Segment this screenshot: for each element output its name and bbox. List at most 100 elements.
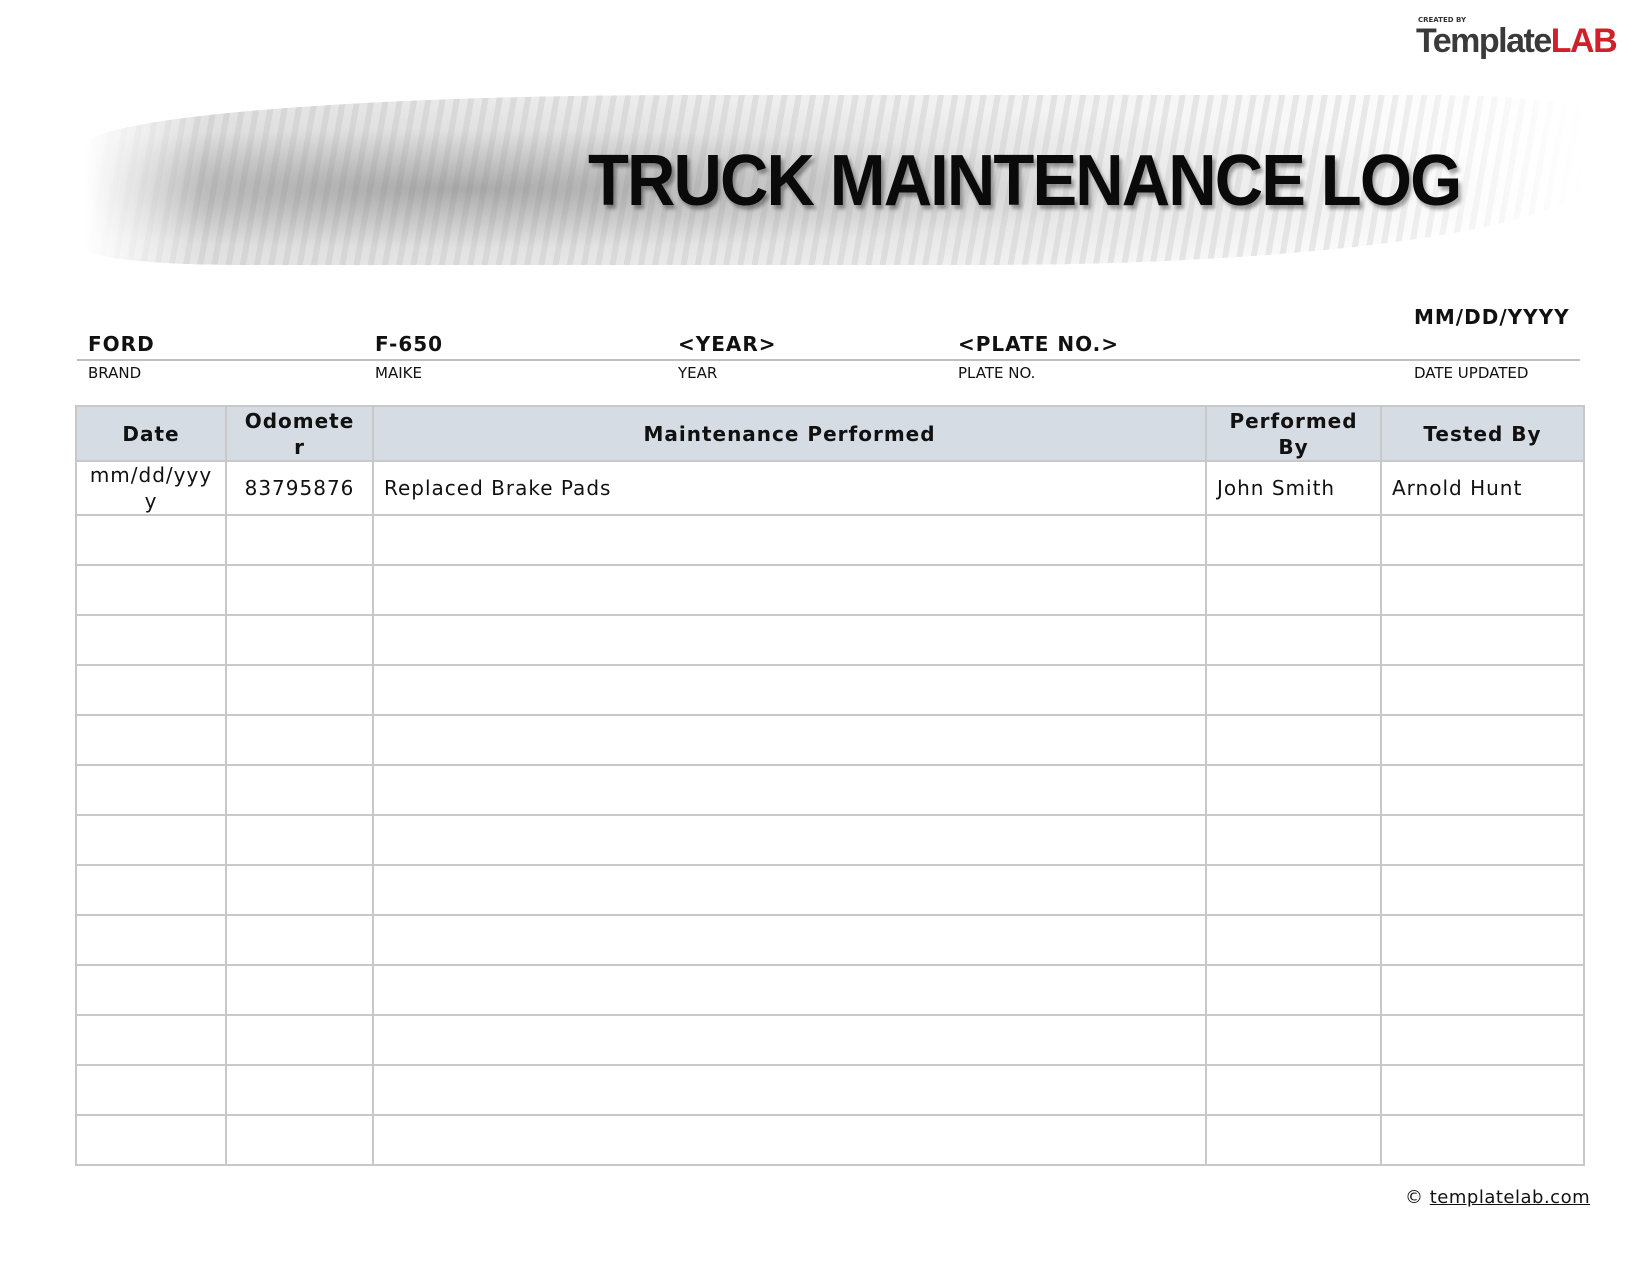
- year-value[interactable]: <YEAR>: [678, 332, 777, 356]
- cell-tested-by[interactable]: [1380, 1114, 1585, 1166]
- cell-maintenance[interactable]: [372, 814, 1207, 866]
- info-divider: [77, 359, 1580, 361]
- cell-tested-by[interactable]: [1380, 964, 1585, 1016]
- cell-maintenance[interactable]: [372, 714, 1207, 766]
- make-label: MAIKE: [375, 364, 422, 382]
- cell-odometer[interactable]: [225, 614, 374, 666]
- cell-maintenance[interactable]: [372, 914, 1207, 966]
- cell-tested-by[interactable]: [1380, 864, 1585, 916]
- table-row-empty: [75, 864, 1585, 916]
- cell-odometer[interactable]: [225, 1114, 374, 1166]
- cell-performed-by[interactable]: [1205, 1064, 1382, 1116]
- cell-date[interactable]: [75, 564, 227, 616]
- table-row: mm/dd/yyyy 83795876 Replaced Brake Pads …: [75, 460, 1585, 516]
- cell-tested-by[interactable]: [1380, 564, 1585, 616]
- table-row-empty: [75, 914, 1585, 966]
- cell-performed-by[interactable]: [1205, 764, 1382, 816]
- cell-performed-by[interactable]: [1205, 914, 1382, 966]
- templatelab-logo: CREATED BY TemplateLAB: [1416, 14, 1636, 62]
- make-value[interactable]: F-650: [375, 332, 444, 356]
- cell-date[interactable]: [75, 714, 227, 766]
- cell-maintenance[interactable]: [372, 764, 1207, 816]
- cell-odometer[interactable]: [225, 664, 374, 716]
- cell-performed-by[interactable]: [1205, 664, 1382, 716]
- cell-performed-by[interactable]: [1205, 864, 1382, 916]
- cell-tested-by[interactable]: [1380, 714, 1585, 766]
- cell-date[interactable]: mm/dd/yyyy: [75, 460, 227, 516]
- cell-maintenance[interactable]: [372, 964, 1207, 1016]
- header-maintenance: Maintenance Performed: [372, 405, 1207, 462]
- cell-date[interactable]: [75, 614, 227, 666]
- year-label: YEAR: [678, 364, 718, 382]
- cell-date[interactable]: [75, 1114, 227, 1166]
- cell-tested-by[interactable]: [1380, 1064, 1585, 1116]
- templatelab-link[interactable]: templatelab.com: [1429, 1187, 1591, 1208]
- cell-tested-by[interactable]: [1380, 764, 1585, 816]
- cell-odometer[interactable]: [225, 864, 374, 916]
- table-row-empty: [75, 614, 1585, 666]
- cell-tested-by[interactable]: Arnold Hunt: [1380, 460, 1585, 516]
- brand-value[interactable]: FORD: [88, 332, 155, 356]
- cell-date[interactable]: [75, 964, 227, 1016]
- cell-odometer[interactable]: 83795876: [225, 460, 374, 516]
- date-updated-value[interactable]: MM/DD/YYYY: [1414, 305, 1570, 329]
- cell-maintenance[interactable]: [372, 1014, 1207, 1066]
- cell-performed-by[interactable]: [1205, 1014, 1382, 1066]
- cell-performed-by[interactable]: [1205, 1114, 1382, 1166]
- plate-label: PLATE NO.: [958, 364, 1036, 382]
- cell-tested-by[interactable]: [1380, 664, 1585, 716]
- table-row-empty: [75, 1064, 1585, 1116]
- cell-performed-by[interactable]: [1205, 714, 1382, 766]
- cell-date[interactable]: [75, 1014, 227, 1066]
- cell-date[interactable]: [75, 764, 227, 816]
- cell-maintenance[interactable]: [372, 614, 1207, 666]
- plate-value[interactable]: <PLATE NO.>: [958, 332, 1120, 356]
- page-title: TRUCK MAINTENANCE LOG: [588, 141, 1462, 221]
- cell-tested-by[interactable]: [1380, 814, 1585, 866]
- tire-track-banner: [85, 95, 1585, 265]
- table-row-empty: [75, 514, 1585, 566]
- cell-performed-by[interactable]: [1205, 814, 1382, 866]
- cell-date[interactable]: [75, 1064, 227, 1116]
- cell-odometer[interactable]: [225, 964, 374, 1016]
- cell-odometer[interactable]: [225, 564, 374, 616]
- cell-date[interactable]: [75, 664, 227, 716]
- cell-odometer[interactable]: [225, 714, 374, 766]
- cell-tested-by[interactable]: [1380, 614, 1585, 666]
- cell-maintenance[interactable]: [372, 1064, 1207, 1116]
- table-row-empty: [75, 714, 1585, 766]
- cell-date[interactable]: [75, 814, 227, 866]
- cell-date[interactable]: [75, 864, 227, 916]
- cell-tested-by[interactable]: [1380, 914, 1585, 966]
- cell-performed-by[interactable]: [1205, 614, 1382, 666]
- header-tested-by: Tested By: [1380, 405, 1585, 462]
- cell-odometer[interactable]: [225, 514, 374, 566]
- cell-performed-by[interactable]: [1205, 964, 1382, 1016]
- cell-maintenance[interactable]: [372, 664, 1207, 716]
- cell-odometer[interactable]: [225, 914, 374, 966]
- cell-tested-by[interactable]: [1380, 1014, 1585, 1066]
- cell-odometer[interactable]: [225, 764, 374, 816]
- cell-performed-by[interactable]: John Smith: [1205, 460, 1382, 516]
- cell-tested-by[interactable]: [1380, 514, 1585, 566]
- cell-odometer[interactable]: [225, 1064, 374, 1116]
- cell-maintenance[interactable]: [372, 564, 1207, 616]
- table-row-empty: [75, 1014, 1585, 1066]
- cell-date[interactable]: [75, 914, 227, 966]
- date-updated-label: DATE UPDATED: [1414, 364, 1529, 382]
- table-header-row: Date Odometer Maintenance Performed Perf…: [75, 405, 1585, 462]
- cell-maintenance[interactable]: Replaced Brake Pads: [372, 460, 1207, 516]
- footer: © templatelab.com: [1405, 1187, 1590, 1208]
- header-odometer: Odometer: [225, 405, 374, 462]
- cell-performed-by[interactable]: [1205, 514, 1382, 566]
- cell-date[interactable]: [75, 514, 227, 566]
- maintenance-table: Date Odometer Maintenance Performed Perf…: [75, 405, 1585, 1166]
- cell-maintenance[interactable]: [372, 864, 1207, 916]
- cell-maintenance[interactable]: [372, 1114, 1207, 1166]
- cell-odometer[interactable]: [225, 814, 374, 866]
- table-row-empty: [75, 664, 1585, 716]
- table-row-empty: [75, 1114, 1585, 1166]
- cell-maintenance[interactable]: [372, 514, 1207, 566]
- cell-performed-by[interactable]: [1205, 564, 1382, 616]
- cell-odometer[interactable]: [225, 1014, 374, 1066]
